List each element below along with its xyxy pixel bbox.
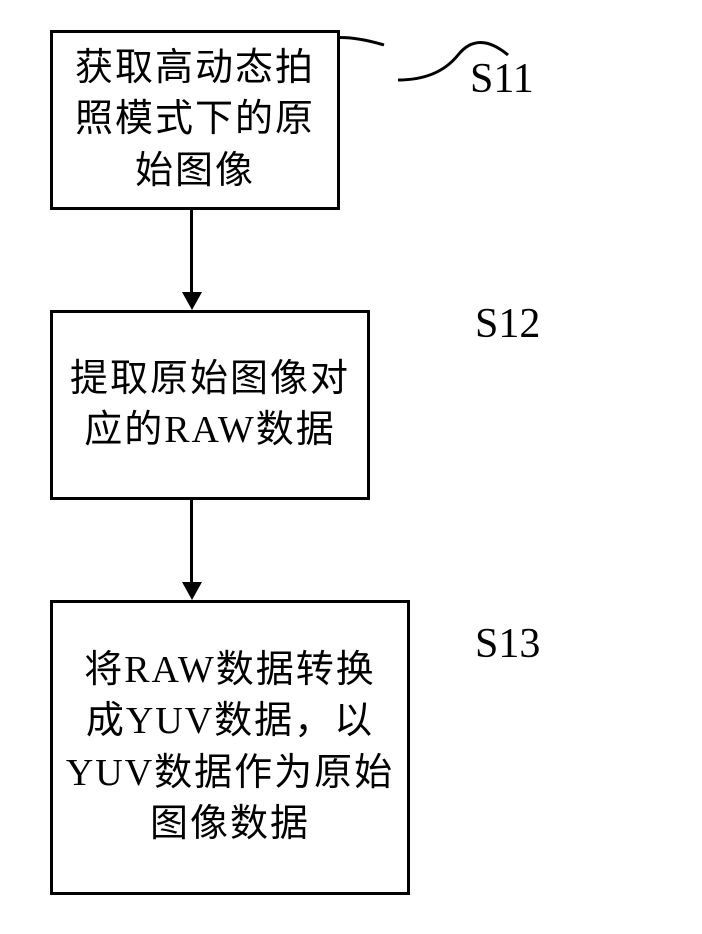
- flowchart-container: 获取高动态拍照模式下的原始图像 提取原始图像对应的RAW数据 将RAW数据转换成…: [50, 30, 518, 105]
- arrow-head-icon: [182, 292, 202, 310]
- flowchart-node-3: 将RAW数据转换成YUV数据，以YUV数据作为原始图像数据: [50, 600, 410, 895]
- node-text: 将RAW数据转换成YUV数据，以YUV数据作为原始图像数据: [65, 645, 395, 850]
- flowchart-node-1: 获取高动态拍照模式下的原始图像: [50, 30, 340, 210]
- node-text: 获取高动态拍照模式下的原始图像: [65, 43, 325, 197]
- node-text: 提取原始图像对应的RAW数据: [65, 354, 355, 457]
- flowchart-node-2: 提取原始图像对应的RAW数据: [50, 310, 370, 500]
- arrow-head-icon: [182, 582, 202, 600]
- step-label-3: S13: [475, 620, 540, 668]
- step-label-2: S12: [475, 300, 540, 348]
- arrow-line: [190, 210, 193, 292]
- step-label-1: S11: [470, 55, 534, 103]
- arrow-line: [190, 500, 193, 582]
